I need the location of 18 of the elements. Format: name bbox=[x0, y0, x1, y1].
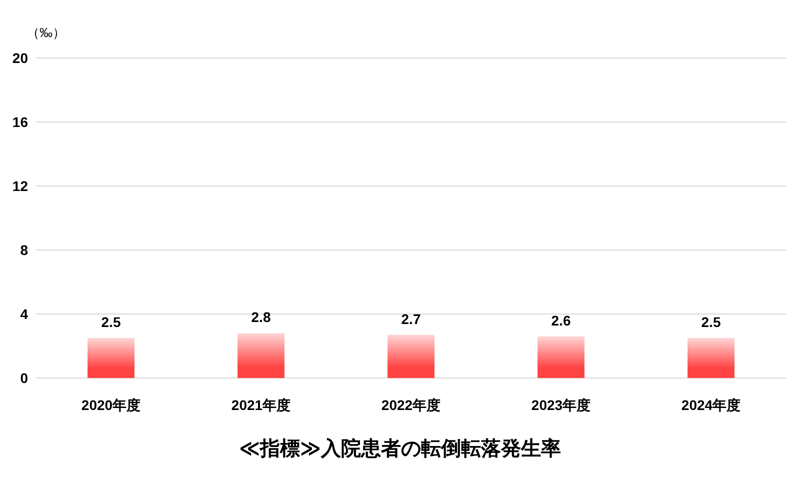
y-tick-label: 20 bbox=[12, 50, 28, 66]
y-tick-label: 12 bbox=[12, 178, 28, 194]
data-label: 2.6 bbox=[551, 312, 571, 328]
x-tick-label: 2021年度 bbox=[231, 397, 291, 413]
data-label: 2.7 bbox=[401, 310, 421, 327]
data-label: 2.5 bbox=[101, 314, 121, 330]
y-tick-label: 4 bbox=[20, 306, 28, 322]
data-label: 2.8 bbox=[251, 309, 271, 326]
y-tick-label: 8 bbox=[20, 242, 28, 258]
title: ≪指標≫入院患者の転倒転落発生率 bbox=[239, 438, 561, 460]
y-axis-title: （‰） bbox=[26, 25, 66, 40]
y-tick-label: 0 bbox=[20, 370, 28, 386]
x-tick-label: 2022年度 bbox=[381, 397, 441, 413]
x-tick-label: 2024年度 bbox=[681, 397, 741, 413]
data-label: 2.5 bbox=[701, 314, 721, 330]
x-tick-label: 2020年度 bbox=[81, 397, 141, 413]
x-tick-label: 2023年度 bbox=[531, 397, 591, 413]
y-tick-label: 16 bbox=[12, 114, 28, 130]
